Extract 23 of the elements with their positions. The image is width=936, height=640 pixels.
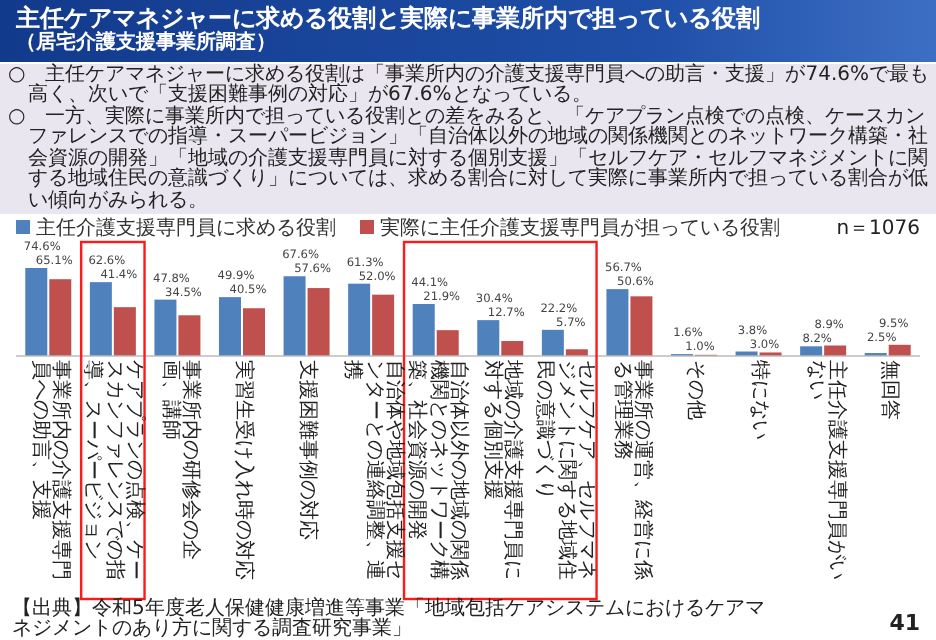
x-tick-label: その他 <box>683 360 707 424</box>
x-tick-label: 主任介護支援専門員がいない <box>802 360 846 584</box>
text: 41 <box>889 610 920 636</box>
x-tick-label: 支援困難事例の対応 <box>296 360 319 544</box>
x-tick-label: 事業所内の研修会の企画、講師 <box>156 360 201 564</box>
text: ○ 一方、実際に事業所内で担っている役割との差をみると、「ケアプラン点検での点検、ケースカンファレンスでの指導・スーパービジョン」「自治体以外の地域の関係機関とのネットワーク構築・社会資源の開発」「地域の介護支援専門員に対する個別支援」「セルフケア・セルフマネジメントに関する地域住民の意識づくり」については、求める割合に対して実際に事業所内で担っている割合が低い傾向がみられる。 <box>8 105 930 214</box>
text: 【出典】令和5年度老人保健健康増進等事業「地域包括ケアシステムにおけるケアマネジメントのあり方に関する調査研究事業」 <box>12 598 767 640</box>
legend-label: 実際に主任介護支援専門員が担っている役割 <box>380 216 780 240</box>
x-tick-label: 自治体や地域包括支援センターとの連絡調整、連携 <box>339 360 405 584</box>
text: n＝1076 <box>836 218 920 240</box>
text: ○ 主任ケアマネジャーに求める役割は「事業所内の介護支援専門員への助言・支援」が74.6%で最も高く、次いで「支援困難事例の対応」が67.6%となっている。 <box>8 63 931 107</box>
x-tick-label: 事業所の運営、経営に係る管理業務 <box>608 360 653 584</box>
chart-subtitle: （居宅介護支援事業所調査） <box>16 32 276 56</box>
chart-title: 主任ケアマネジャーに求める役割と実際に事業所内で担っている役割 <box>16 4 760 32</box>
x-tick-label: 実習生受け入れ時の対応 <box>231 360 255 584</box>
x-tick-label: 自治体以外の地域の関係機関とのネットワーク構築、社会資源の開発 <box>405 360 469 584</box>
x-tick-label: 事業所内の介護支援専門員への助言、支援 <box>27 360 72 584</box>
x-tick-label: 地域の介護支援専門員に対する個別支援 <box>479 360 524 584</box>
x-tick-label: セルフケア、セルフマネジメントに関する地域住民の意識づくり <box>533 360 599 584</box>
legend-label: 主任介護支援専門員に求める役割 <box>36 216 336 240</box>
x-tick-label: 特にない <box>748 360 771 444</box>
x-tick-label: 無回答 <box>877 360 901 424</box>
x-tick-label: ケアプランの点検、ケースカンファレンスでの指導、スーパービジョン <box>81 360 147 584</box>
